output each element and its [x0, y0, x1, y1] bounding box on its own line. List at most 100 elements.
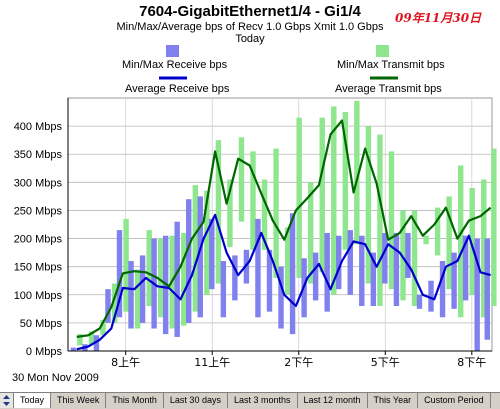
bar-minmax-transmit	[377, 134, 383, 307]
bar-minmax-transmit	[192, 185, 199, 312]
bar-minmax-receive	[209, 218, 215, 290]
bar-minmax-receive	[116, 230, 123, 318]
bar-minmax-receive	[93, 335, 100, 351]
bar-minmax-receive	[266, 249, 273, 312]
y-tick-label: 350 Mbps	[14, 149, 63, 161]
bar-minmax-transmit	[342, 112, 349, 250]
bar-minmax-transmit	[423, 235, 429, 245]
bar-minmax-transmit	[134, 269, 141, 329]
bar-minmax-receive	[197, 196, 203, 318]
tab-last-3-months[interactable]: Last 3 months	[228, 393, 298, 408]
chart-title: 7604-GigabitEthernet1/4 - Gi1/4	[139, 3, 361, 20]
bar-minmax-transmit	[446, 196, 452, 290]
bar-minmax-receive	[220, 261, 227, 318]
y-tick-label: 150 Mbps	[14, 262, 63, 274]
x-tick-label: 5下午	[371, 356, 400, 369]
tab-custom-period[interactable]: Custom Period	[418, 393, 491, 408]
bar-minmax-receive	[312, 252, 319, 301]
bar-minmax-receive	[370, 252, 377, 307]
bar-minmax-receive	[474, 238, 480, 351]
bar-minmax-receive	[439, 261, 446, 318]
chart-canvas: 0 Mbps 50 Mbps 100 Mbps 150 Mbps 200 Mbps 250…	[14, 45, 497, 369]
chart-period: Today	[235, 33, 265, 45]
legend-swatch-tx-bar	[376, 45, 389, 57]
legend-label-minmax-receive: Min/Max Receive bps	[122, 59, 228, 71]
bar-minmax-transmit	[319, 117, 325, 273]
bar-minmax-transmit	[491, 148, 497, 307]
y-tick-label: 250 Mbps	[14, 205, 63, 217]
bar-minmax-receive	[186, 199, 192, 323]
bar-minmax-transmit	[250, 151, 256, 250]
bar-minmax-receive	[105, 289, 111, 323]
y-tick-label: 400 Mbps	[14, 121, 63, 133]
bar-minmax-transmit	[400, 210, 406, 301]
tab-last-30-days[interactable]: Last 30 days	[164, 393, 228, 408]
bar-minmax-transmit	[331, 106, 337, 295]
bar-minmax-receive	[382, 232, 388, 284]
x-tick-label: 2下午	[284, 356, 313, 369]
tab-scroll-arrows-icon[interactable]	[0, 393, 14, 408]
bar-minmax-receive	[347, 230, 353, 295]
bar-minmax-transmit	[354, 100, 360, 245]
bar-minmax-transmit	[308, 182, 314, 284]
footer-date: 30 Mon Nov 2009	[12, 372, 99, 384]
y-tick-label: 0 Mbps	[26, 346, 63, 358]
tab-this-month[interactable]: This Month	[106, 393, 164, 408]
bar-minmax-transmit	[296, 117, 302, 278]
tab-last-12-month[interactable]: Last 12 month	[298, 393, 368, 408]
y-tick-label: 100 Mbps	[14, 290, 63, 302]
bar-minmax-transmit	[261, 179, 268, 250]
bar-minmax-receive	[484, 238, 490, 340]
bar-minmax-receive	[405, 232, 411, 278]
chart-subtitle: Min/Max/Average bps of Recv 1.0 Gbps Xmi…	[116, 21, 384, 33]
bar-minmax-transmit	[284, 227, 291, 295]
bar-minmax-transmit	[238, 137, 245, 222]
line-average-receive	[76, 213, 491, 351]
tab-this-year[interactable]: This Year	[368, 393, 419, 408]
bar-minmax-transmit	[88, 331, 95, 345]
tab-today[interactable]: Today	[14, 393, 52, 408]
y-tick-label: 200 Mbps	[14, 234, 63, 246]
bar-minmax-transmit	[215, 140, 222, 284]
bar-minmax-receive	[278, 266, 284, 329]
bar-minmax-transmit	[123, 218, 129, 312]
x-tick-label: 8下午	[457, 356, 486, 369]
period-tab-bar: Today This Week This Month Last 30 days …	[0, 392, 500, 409]
legend-label-avg-transmit: Average Transmit bps	[335, 83, 442, 95]
bar-minmax-transmit	[111, 283, 118, 323]
bar-minmax-receive	[416, 294, 423, 309]
y-tick-label: 50 Mbps	[20, 318, 63, 330]
bar-minmax-receive	[393, 232, 400, 307]
bar-minmax-transmit	[146, 230, 152, 307]
bar-minmax-receive	[232, 255, 238, 301]
bar-minmax-receive	[359, 235, 365, 307]
bar-minmax-transmit	[388, 151, 395, 290]
y-tick-label: 300 Mbps	[14, 177, 63, 189]
bar-minmax-transmit	[158, 238, 164, 318]
bar-minmax-receive	[324, 232, 330, 312]
bar-minmax-transmit	[481, 179, 487, 318]
bar-minmax-transmit	[100, 320, 106, 336]
bar-minmax-transmit	[181, 232, 187, 326]
bar-minmax-receive	[289, 213, 296, 335]
bar-minmax-receive	[70, 347, 77, 351]
bar-minmax-receive	[462, 235, 469, 301]
date-stamp: 09年11月30日	[395, 11, 482, 25]
bar-minmax-receive	[451, 252, 457, 309]
bar-minmax-receive	[428, 280, 434, 312]
bar-minmax-transmit	[365, 126, 372, 284]
bar-minmax-receive	[336, 235, 342, 290]
tab-this-week[interactable]: This Week	[51, 393, 107, 408]
line-average-transmit	[76, 119, 492, 338]
bar-minmax-transmit	[227, 179, 233, 247]
bar-minmax-receive	[255, 218, 261, 318]
bar-minmax-transmit	[457, 165, 464, 318]
bar-minmax-transmit	[411, 210, 418, 307]
bar-minmax-transmit	[434, 207, 441, 256]
bar-minmax-receive	[128, 261, 134, 329]
legend-label-minmax-transmit: Min/Max Transmit bps	[337, 59, 445, 71]
bar-minmax-receive	[174, 221, 180, 337]
bar-minmax-receive	[139, 255, 146, 323]
bar-minmax-transmit	[77, 334, 83, 346]
bar-minmax-transmit	[273, 148, 279, 278]
